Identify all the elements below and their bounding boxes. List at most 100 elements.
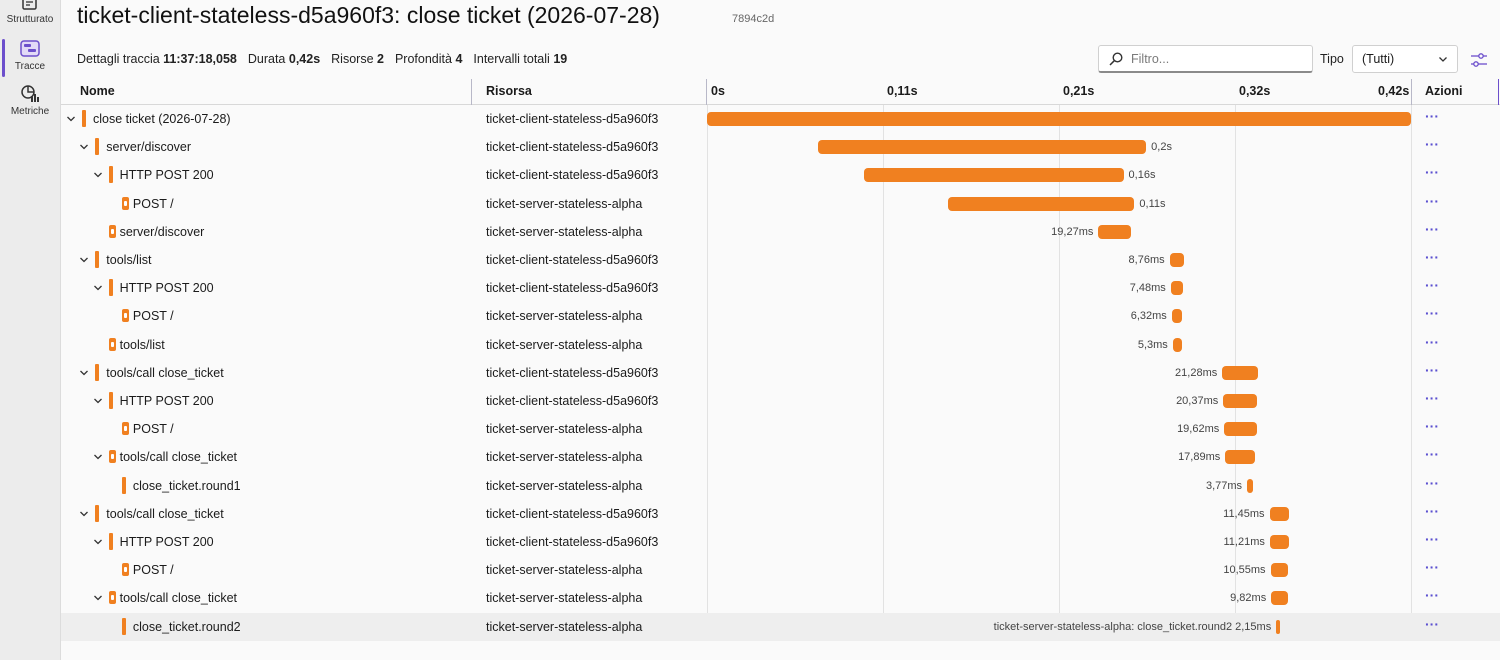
nav-label-traces: Tracce	[14, 61, 46, 72]
span-bar[interactable]	[1171, 309, 1183, 324]
server-span-icon	[108, 450, 116, 464]
span-bar[interactable]	[1169, 253, 1185, 267]
expand-chevron-icon[interactable]	[93, 396, 103, 406]
expand-chevron-icon[interactable]	[93, 593, 103, 603]
span-bar[interactable]	[1222, 365, 1258, 380]
column-resize-handle-actions[interactable]	[1498, 79, 1499, 105]
span-name: close_ticket.round1	[132, 478, 241, 493]
span-bar[interactable]	[1276, 619, 1280, 634]
span-row[interactable]: HTTP POST 200 ticket-client-stateless-d5a…	[61, 387, 1500, 415]
type-filter-select[interactable]: (Tutti)	[1352, 45, 1458, 73]
more-actions-icon[interactable]: ···	[1425, 446, 1439, 463]
span-row[interactable]: POST / ticket-server-stateless-alpha 6,32m…	[61, 302, 1500, 330]
filter-input[interactable]	[1131, 51, 1291, 66]
span-bar[interactable]	[1224, 422, 1258, 437]
span-name: tools/list	[106, 253, 152, 267]
span-row[interactable]: tools/list ticket-client-stateless-d5a960…	[61, 246, 1500, 274]
column-header-resource[interactable]: Risorsa	[486, 84, 532, 98]
expand-chevron-icon[interactable]	[93, 170, 103, 180]
span-row[interactable]: server/discover ticket-server-stateless-a…	[61, 218, 1500, 246]
nav-item-metrics[interactable]: Metriche	[0, 82, 60, 126]
span-row[interactable]: tools/call close_ticket ticket-server-sta…	[61, 584, 1500, 612]
expand-chevron-icon[interactable]	[79, 142, 89, 152]
span-name: HTTP POST 200	[119, 535, 214, 549]
summary-duration: Durata 0,42s	[247, 52, 321, 66]
expand-chevron-icon[interactable]	[93, 537, 103, 547]
more-actions-icon[interactable]: ···	[1425, 615, 1439, 632]
span-row[interactable]: close_ticket.round2 ticket-server-statele…	[61, 612, 1500, 641]
more-actions-icon[interactable]: ···	[1425, 418, 1439, 435]
span-bar[interactable]	[1270, 563, 1289, 578]
more-actions-icon[interactable]: ···	[1425, 136, 1439, 153]
span-duration-label: ticket-server-stateless-alpha: close_tic…	[993, 620, 1272, 633]
type-filter-label: Tipo	[1320, 52, 1344, 66]
span-row[interactable]: HTTP POST 200 ticket-client-stateless-d5a…	[61, 161, 1500, 189]
nav-item-traces[interactable]: Tracce	[0, 37, 60, 81]
more-actions-icon[interactable]: ···	[1425, 249, 1439, 265]
expand-chevron-icon[interactable]	[93, 452, 103, 462]
span-bar[interactable]	[707, 112, 1411, 126]
more-actions-icon[interactable]: ···	[1425, 333, 1439, 350]
more-actions-icon[interactable]: ···	[1425, 390, 1439, 406]
span-bar[interactable]	[1269, 535, 1289, 549]
span-bar[interactable]	[1225, 450, 1256, 465]
span-bar[interactable]	[1170, 281, 1184, 296]
span-row[interactable]: HTTP POST 200 ticket-client-stateless-d5a…	[61, 528, 1500, 556]
more-actions-icon[interactable]: ···	[1425, 220, 1439, 237]
expand-chevron-icon[interactable]	[79, 255, 89, 265]
expand-chevron-icon[interactable]	[93, 283, 103, 293]
span-resource: ticket-client-stateless-d5a960f3	[486, 253, 659, 267]
span-row[interactable]: tools/call close_ticket ticket-server-sta…	[61, 443, 1500, 471]
timeline-tick-label: 0,42s	[1378, 84, 1410, 98]
timeline-tick-label: 0s	[711, 84, 725, 98]
more-actions-icon[interactable]: ···	[1425, 559, 1439, 576]
expand-chevron-icon[interactable]	[79, 368, 89, 378]
span-row[interactable]: tools/call close_ticket ticket-client-sta…	[61, 500, 1500, 528]
span-row[interactable]: POST / ticket-server-stateless-alpha 19,62…	[61, 415, 1500, 443]
span-bar[interactable]	[1223, 394, 1258, 408]
span-row[interactable]: close_ticket.round1 ticket-server-statele…	[61, 472, 1500, 500]
trace-id: 7894c2d	[732, 13, 775, 25]
column-header-name[interactable]: Nome	[80, 84, 115, 98]
span-row[interactable]: POST / ticket-server-stateless-alpha 0,11s…	[61, 190, 1500, 218]
span-row[interactable]: server/discover ticket-client-stateless-d…	[61, 133, 1500, 161]
more-actions-icon[interactable]: ···	[1425, 587, 1439, 604]
column-resize-handle-resource[interactable]	[706, 79, 707, 105]
span-row[interactable]: close ticket (2026-07-28) ticket-client-s…	[61, 105, 1500, 133]
span-resource: ticket-client-stateless-d5a960f3	[486, 365, 659, 380]
more-actions-icon[interactable]: ···	[1425, 164, 1439, 181]
more-actions-icon[interactable]: ···	[1425, 502, 1439, 519]
span-row[interactable]: HTTP POST 200 ticket-client-stateless-d5a…	[61, 274, 1500, 302]
span-bar[interactable]	[818, 140, 1147, 155]
span-bar[interactable]	[1269, 506, 1289, 521]
expand-chevron-icon[interactable]	[79, 509, 89, 519]
expand-chevron-icon[interactable]	[66, 114, 76, 124]
filter-settings-icon[interactable]	[1469, 50, 1489, 70]
span-row[interactable]: tools/list ticket-server-stateless-alpha 5…	[61, 331, 1500, 359]
more-actions-icon[interactable]: ···	[1425, 361, 1439, 378]
nav-item-structured[interactable]: Strutturato	[0, 0, 60, 36]
span-bar[interactable]	[1172, 337, 1182, 352]
more-actions-icon[interactable]: ···	[1425, 277, 1439, 294]
server-span-icon	[108, 591, 116, 605]
more-actions-icon[interactable]: ···	[1425, 192, 1439, 209]
span-name: HTTP POST 200	[119, 168, 214, 183]
column-resize-handle-name[interactable]	[471, 79, 472, 105]
span-bar[interactable]	[1247, 478, 1254, 493]
span-bar[interactable]	[1098, 224, 1131, 239]
span-color-marker	[121, 476, 126, 494]
span-duration-label: 6,32ms	[1130, 310, 1167, 323]
more-actions-icon[interactable]: ···	[1425, 531, 1439, 547]
more-actions-icon[interactable]: ···	[1425, 305, 1439, 322]
span-bar[interactable]	[1271, 591, 1288, 606]
span-row[interactable]: tools/call close_ticket ticket-client-sta…	[61, 359, 1500, 387]
span-row[interactable]: POST / ticket-server-stateless-alpha 10,55…	[61, 556, 1500, 584]
search-icon	[1109, 51, 1123, 66]
more-actions-icon[interactable]: ···	[1425, 108, 1439, 124]
span-bar[interactable]	[947, 196, 1135, 211]
span-bar[interactable]	[863, 168, 1124, 183]
column-resize-handle-timeline[interactable]	[1411, 79, 1412, 105]
span-color-marker	[95, 251, 100, 268]
more-actions-icon[interactable]: ···	[1425, 474, 1439, 491]
span-color-marker	[95, 138, 100, 156]
